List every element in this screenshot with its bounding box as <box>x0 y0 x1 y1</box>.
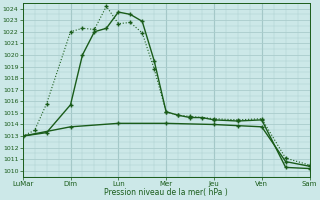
X-axis label: Pression niveau de la mer( hPa ): Pression niveau de la mer( hPa ) <box>104 188 228 197</box>
